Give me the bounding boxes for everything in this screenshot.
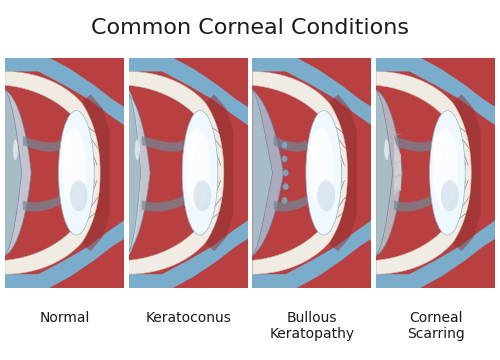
Polygon shape <box>394 136 431 152</box>
Ellipse shape <box>309 128 334 209</box>
Polygon shape <box>128 71 224 274</box>
Polygon shape <box>2 219 126 293</box>
Polygon shape <box>252 90 272 256</box>
Ellipse shape <box>282 156 288 162</box>
Polygon shape <box>5 71 100 274</box>
Ellipse shape <box>434 134 442 165</box>
Ellipse shape <box>62 128 86 209</box>
Ellipse shape <box>135 139 140 160</box>
Polygon shape <box>374 219 498 293</box>
Polygon shape <box>376 90 392 256</box>
Text: Keratoconus: Keratoconus <box>145 311 231 325</box>
Text: Common Corneal Conditions: Common Corneal Conditions <box>91 18 409 38</box>
Ellipse shape <box>185 128 210 209</box>
Ellipse shape <box>282 169 288 176</box>
Polygon shape <box>250 219 374 293</box>
Polygon shape <box>2 53 126 127</box>
Ellipse shape <box>384 139 389 160</box>
Polygon shape <box>128 90 140 256</box>
Polygon shape <box>126 219 250 293</box>
Ellipse shape <box>58 111 94 235</box>
Ellipse shape <box>282 142 288 149</box>
Polygon shape <box>252 90 284 256</box>
Ellipse shape <box>186 134 195 165</box>
Text: Normal: Normal <box>40 311 90 325</box>
Text: Bullous
Keratopathy: Bullous Keratopathy <box>270 311 354 341</box>
Polygon shape <box>198 94 234 251</box>
Polygon shape <box>274 136 307 152</box>
Polygon shape <box>128 58 248 288</box>
Ellipse shape <box>430 111 466 235</box>
Polygon shape <box>374 53 498 127</box>
Polygon shape <box>376 58 495 288</box>
Polygon shape <box>142 136 184 152</box>
Ellipse shape <box>306 111 342 235</box>
Polygon shape <box>142 196 184 212</box>
Polygon shape <box>445 94 480 251</box>
Ellipse shape <box>182 111 218 235</box>
Ellipse shape <box>194 180 212 211</box>
Polygon shape <box>250 53 374 127</box>
Polygon shape <box>5 90 21 256</box>
Polygon shape <box>5 90 31 256</box>
Ellipse shape <box>432 128 458 209</box>
Polygon shape <box>252 58 372 288</box>
Text: Corneal
Scarring: Corneal Scarring <box>406 311 465 341</box>
Polygon shape <box>274 196 307 212</box>
Ellipse shape <box>310 134 318 165</box>
Polygon shape <box>126 53 250 127</box>
Polygon shape <box>376 90 402 256</box>
Polygon shape <box>23 196 60 212</box>
Polygon shape <box>394 131 401 197</box>
Ellipse shape <box>282 197 288 204</box>
Ellipse shape <box>13 139 18 160</box>
Polygon shape <box>252 71 348 274</box>
Polygon shape <box>23 136 60 152</box>
Polygon shape <box>394 196 431 212</box>
Ellipse shape <box>282 183 288 190</box>
Ellipse shape <box>317 180 335 211</box>
Polygon shape <box>128 94 150 251</box>
Polygon shape <box>322 94 357 251</box>
Polygon shape <box>5 58 124 288</box>
Polygon shape <box>376 71 471 274</box>
Polygon shape <box>74 94 110 251</box>
Ellipse shape <box>70 180 87 211</box>
Ellipse shape <box>62 134 72 165</box>
Ellipse shape <box>441 180 458 211</box>
